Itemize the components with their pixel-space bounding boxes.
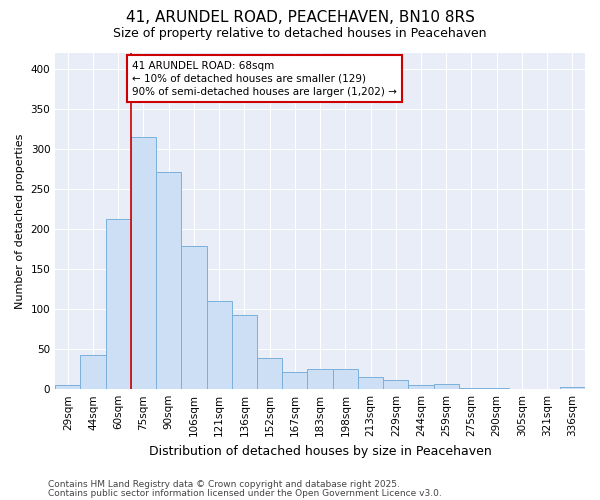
- Bar: [332, 369, 358, 389]
- Bar: [156, 172, 181, 389]
- Bar: [181, 246, 206, 389]
- Text: Contains HM Land Registry data © Crown copyright and database right 2025.: Contains HM Land Registry data © Crown c…: [48, 480, 400, 489]
- Bar: [257, 358, 282, 389]
- Bar: [282, 372, 307, 389]
- Bar: [409, 385, 434, 389]
- Bar: [358, 377, 383, 389]
- Text: 41 ARUNDEL ROAD: 68sqm
← 10% of detached houses are smaller (129)
90% of semi-de: 41 ARUNDEL ROAD: 68sqm ← 10% of detached…: [132, 60, 397, 97]
- Bar: [307, 369, 332, 389]
- Text: 41, ARUNDEL ROAD, PEACEHAVEN, BN10 8RS: 41, ARUNDEL ROAD, PEACEHAVEN, BN10 8RS: [125, 10, 475, 25]
- Bar: [232, 314, 257, 389]
- Bar: [80, 354, 106, 389]
- X-axis label: Distribution of detached houses by size in Peacehaven: Distribution of detached houses by size …: [149, 444, 491, 458]
- Bar: [383, 380, 409, 389]
- Y-axis label: Number of detached properties: Number of detached properties: [15, 133, 25, 308]
- Bar: [106, 219, 131, 389]
- Bar: [484, 388, 509, 389]
- Bar: [206, 301, 232, 389]
- Text: Size of property relative to detached houses in Peacehaven: Size of property relative to detached ho…: [113, 28, 487, 40]
- Bar: [560, 387, 585, 389]
- Bar: [131, 136, 156, 389]
- Bar: [459, 388, 484, 389]
- Bar: [55, 385, 80, 389]
- Text: Contains public sector information licensed under the Open Government Licence v3: Contains public sector information licen…: [48, 488, 442, 498]
- Bar: [434, 384, 459, 389]
